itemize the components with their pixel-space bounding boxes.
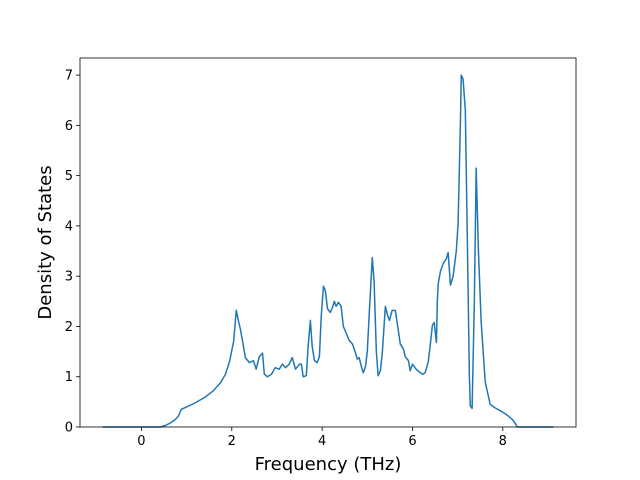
y-tick-label: 6 [65,119,73,134]
y-tick-label: 1 [65,370,73,385]
x-tick-label: 2 [228,434,236,449]
y-tick-label: 5 [65,169,73,184]
y-tick-label: 4 [65,219,73,234]
x-tick-label: 4 [318,434,326,449]
x-tick-label: 6 [408,434,416,449]
dos-line [102,74,554,428]
y-axis-label: Density of States [35,165,56,319]
y-tick-label: 3 [65,270,73,285]
y-tick-label: 0 [65,421,73,436]
y-tick-label: 7 [65,69,73,84]
x-axis-label: Frequency (THz) [255,454,402,475]
x-tick-label: 0 [137,434,145,449]
y-tick-label: 2 [65,320,73,335]
plot-frame [79,57,577,428]
x-tick-label: 8 [499,434,507,449]
